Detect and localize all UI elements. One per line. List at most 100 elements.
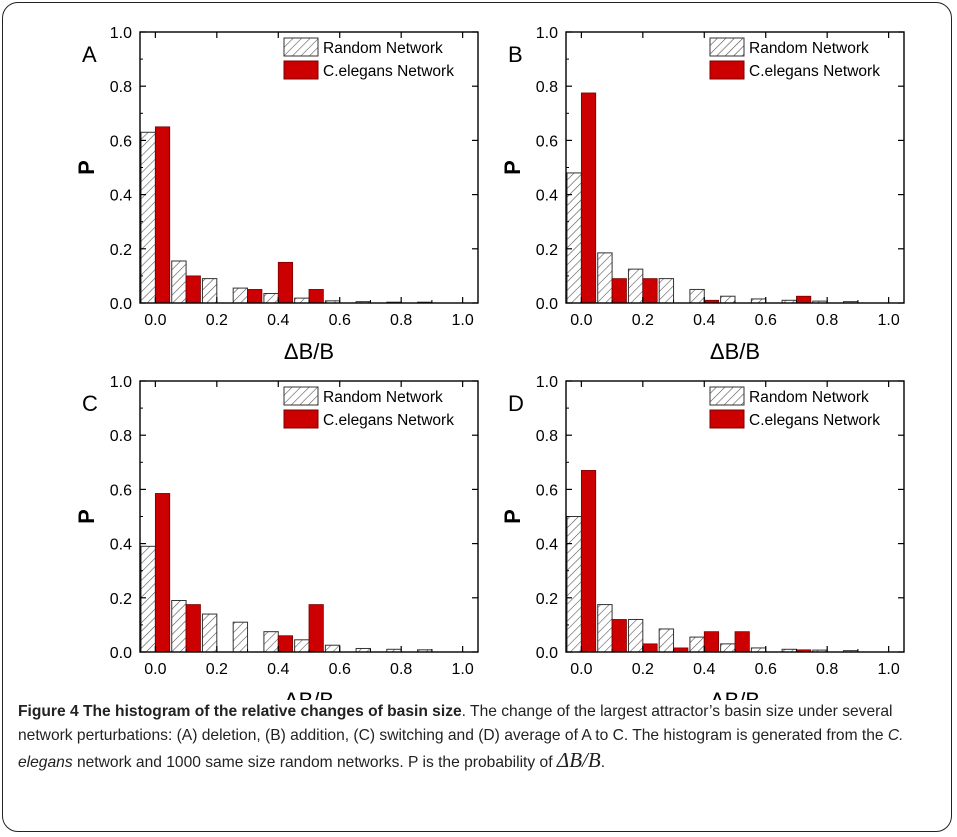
bar-celegans [247, 289, 263, 304]
y-tick-label: 1.0 [536, 374, 558, 391]
bar-celegans [308, 289, 324, 304]
x-tick-label: 0.6 [329, 661, 351, 678]
x-tick-label: 0.0 [570, 312, 592, 329]
y-axis-label: P [500, 160, 525, 175]
figure-charts: 0.0 0.2 0.4 0.6 0.8 1.0 0.0 0.2 0.4 0.6 0.8 1.0 ΔB/B… [74, 25, 905, 700]
x-axis-label: ΔB/B [710, 339, 760, 364]
bar-random [324, 644, 341, 653]
bar-random [232, 621, 249, 653]
legend-swatch-random [283, 37, 319, 57]
x-tick-label: 0.0 [144, 312, 166, 329]
bar-celegans [154, 126, 171, 304]
x-tick-label: 0.4 [267, 312, 289, 329]
bar-celegans [580, 470, 597, 653]
legend-swatch-celegans [283, 409, 319, 429]
x-tick-label: 0.8 [816, 312, 838, 329]
caption-text-1: . The change of the largest attractor’s … [18, 703, 893, 744]
y-tick-label: 0.6 [536, 482, 558, 499]
x-tick-label: 0.8 [816, 661, 838, 678]
x-axis-label: ΔB/B [284, 688, 334, 700]
y-tick-label: 0.2 [536, 591, 558, 608]
bar-celegans [611, 619, 627, 653]
bar-celegans [703, 631, 720, 653]
y-tick-label: 1.0 [110, 374, 132, 391]
bar-random [294, 639, 310, 653]
y-tick-label: 0.0 [536, 645, 558, 662]
y-axis-label: P [74, 160, 99, 175]
x-tick-label: 0.4 [693, 312, 715, 329]
x-tick-label: 0.4 [693, 661, 715, 678]
x-tick-label: 0.8 [390, 661, 412, 678]
y-tick-label: 0.8 [536, 428, 558, 445]
x-tick-label: 0.0 [144, 661, 166, 678]
bar-random [566, 516, 582, 653]
y-tick-label: 0.6 [110, 482, 132, 499]
bar-random [171, 600, 187, 653]
bar-celegans [642, 643, 658, 653]
bar-celegans [611, 278, 627, 304]
caption-math: ΔB/B [556, 748, 601, 772]
panel-label: D [508, 391, 524, 416]
y-tick-label: 0.4 [110, 537, 132, 554]
y-tick-label: 0.6 [110, 133, 132, 150]
bar-random [658, 278, 675, 304]
legend-swatch-celegans [709, 60, 745, 80]
x-tick-label: 0.2 [206, 661, 228, 678]
y-tick-label: 0.8 [110, 428, 132, 445]
y-tick-label: 1.0 [110, 25, 132, 42]
bar-random [201, 613, 218, 653]
x-tick-label: 0.6 [755, 312, 777, 329]
bar-random [140, 545, 156, 653]
bar-celegans [796, 295, 812, 304]
x-tick-label: 0.8 [390, 312, 412, 329]
legend-label-celegans: C.elegans Network [323, 63, 454, 80]
legend-swatch-random [709, 386, 745, 406]
x-axis-label: ΔB/B [710, 688, 760, 700]
y-tick-label: 0.8 [536, 79, 558, 96]
bar-random [689, 288, 705, 304]
bar-celegans [734, 631, 750, 653]
x-tick-label: 0.4 [267, 661, 289, 678]
chart-panel-c: 0.0 0.2 0.4 0.6 0.8 1.0 0.0 0.2 0.4 0.6 0.8 1.0 ΔB/B… [74, 374, 479, 700]
y-tick-label: 0.8 [110, 79, 132, 96]
legend-label-celegans: C.elegans Network [749, 63, 880, 80]
bar-random [294, 297, 310, 304]
bar-celegans [580, 92, 597, 304]
figure-caption: Figure 4 The histogram of the relative c… [18, 700, 943, 775]
y-tick-label: 0.4 [536, 537, 558, 554]
bar-random [720, 295, 736, 304]
legend-swatch-random [709, 37, 745, 57]
panel-label: A [82, 42, 97, 67]
bar-random [201, 278, 218, 304]
y-axis-label: P [500, 509, 525, 524]
x-tick-label: 0.6 [755, 661, 777, 678]
bar-celegans [277, 635, 294, 653]
bar-celegans [185, 275, 201, 304]
bar-celegans [277, 261, 294, 304]
chart-panel-d: 0.0 0.2 0.4 0.6 0.8 1.0 0.0 0.2 0.4 0.6 0.8 1.0 ΔB/B… [500, 374, 905, 700]
bar-random [597, 252, 613, 304]
chart-panel-b: 0.0 0.2 0.4 0.6 0.8 1.0 0.0 0.2 0.4 0.6 0.8 1.0 ΔB/B… [500, 25, 905, 364]
x-tick-label: 1.0 [452, 312, 474, 329]
bar-random [627, 268, 644, 304]
legend-swatch-random [283, 386, 319, 406]
x-tick-label: 1.0 [452, 661, 474, 678]
legend-label-random: Random Network [749, 389, 869, 406]
y-axis-label: P [74, 509, 99, 524]
y-tick-label: 0.4 [110, 188, 132, 205]
y-tick-label: 1.0 [536, 25, 558, 42]
caption-italic: C. elegans [18, 727, 904, 771]
bar-random [263, 631, 279, 653]
bar-celegans [642, 278, 658, 304]
bar-celegans [185, 604, 201, 653]
y-tick-label: 0.2 [110, 242, 132, 259]
x-tick-label: 1.0 [878, 661, 900, 678]
caption-text-3: . [600, 754, 606, 771]
y-tick-label: 0.2 [536, 242, 558, 259]
bar-random [627, 618, 644, 653]
panel-label: B [508, 42, 523, 67]
legend-label-celegans: C.elegans Network [323, 412, 454, 429]
caption-lead: Figure 4 The histogram of the relative c… [18, 703, 462, 720]
bar-random [140, 131, 156, 304]
bar-random [597, 604, 613, 653]
